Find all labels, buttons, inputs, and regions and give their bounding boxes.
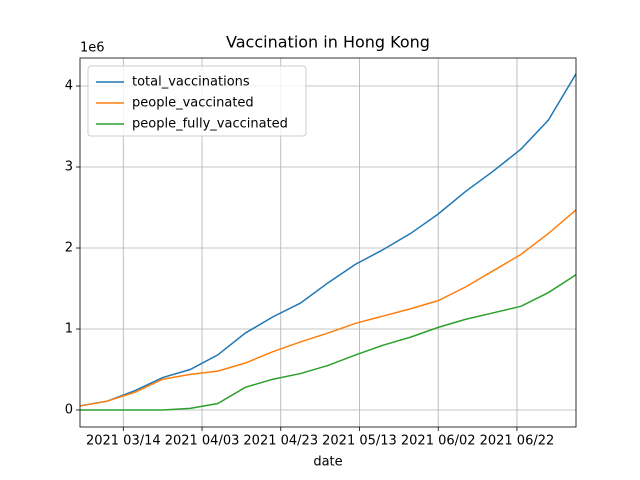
- y-tick-label: 1: [65, 321, 73, 336]
- x-tick-label: 2021 06/02: [401, 434, 476, 449]
- y-offset-label: 1e6: [80, 41, 105, 56]
- y-tick-label: 3: [65, 160, 73, 175]
- chart-title: Vaccination in Hong Kong: [226, 33, 430, 52]
- y-tick-label: 4: [65, 79, 73, 94]
- y-tick-label: 2: [65, 241, 73, 256]
- series-line: [79, 73, 577, 407]
- x-axis-label: date: [313, 455, 342, 470]
- x-tick-label: 2021 04/03: [165, 434, 240, 449]
- legend-label: total_vaccinations: [132, 75, 250, 90]
- x-tick-label: 2021 03/14: [86, 434, 161, 449]
- legend-label: people_vaccinated: [132, 96, 254, 111]
- x-tick-label: 2021 06/22: [480, 434, 555, 449]
- x-tick-label: 2021 05/13: [322, 434, 397, 449]
- plot-frame: [79, 57, 577, 428]
- series-line: [79, 209, 577, 407]
- series-line: [80, 274, 577, 411]
- legend-label: people_fully_vaccinated: [132, 117, 288, 132]
- x-tick-label: 2021 04/23: [243, 434, 318, 449]
- y-tick-label: 0: [65, 402, 73, 417]
- legend-box: [87, 65, 307, 137]
